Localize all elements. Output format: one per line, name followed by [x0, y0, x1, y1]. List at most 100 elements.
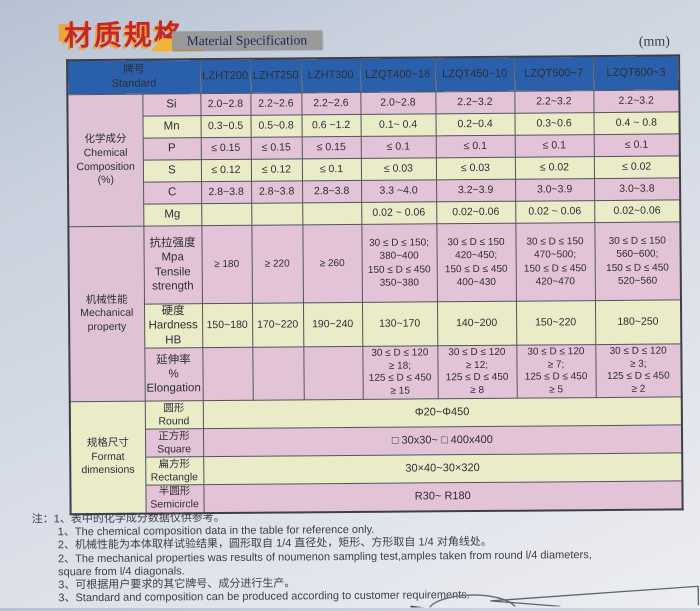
mech-value: 140~200	[436, 301, 517, 346]
chem-value: ≤ 0.02	[593, 155, 681, 179]
grade-header-2: LZHT300	[301, 57, 361, 93]
element-label: Mn	[142, 115, 201, 139]
grade-header-5: LZQT500~7	[514, 56, 594, 92]
chem-value: ≤ 0.15	[200, 137, 251, 160]
chem-value: ≤ 0.1	[301, 158, 362, 181]
format-value: 30×40~30×320	[203, 453, 683, 485]
chem-value: 0.5~0.8	[250, 114, 302, 138]
mech-value: 30 ≤ D ≤ 150 470~500; 150 ≤ D ≤ 450 420~…	[515, 222, 595, 302]
mech-value: 30 ≤ D ≤ 120 ≥ 12; 125 ≤ D ≤ 450 ≥ 8	[437, 345, 517, 399]
chem-value: 3.0~3.8	[594, 177, 681, 201]
mech-value: 30 ≤ D ≤ 150 560~600; 150 ≤ D ≤ 450 520~…	[594, 221, 681, 301]
chem-value: 2.2~3.2	[593, 89, 680, 113]
bottom-cropped-shapes	[410, 585, 700, 608]
element-label: Si	[142, 93, 201, 117]
format-label: 正方形 Square	[144, 428, 204, 458]
material-specification-table: 牌号 Standard LZHT200 LZHT250 LZHT300 LZQT400~1…	[66, 54, 684, 515]
mech-value	[252, 346, 304, 401]
element-label: C	[143, 181, 202, 205]
mech-value: 130~170	[361, 301, 438, 347]
chem-value: ≤ 0.03	[360, 157, 437, 181]
chem-value: 2.8~3.8	[302, 180, 362, 203]
grade-header-0: LZHT200	[200, 58, 251, 94]
mech-label: 抗拉强度 Mpa Tensile strength	[143, 225, 202, 305]
mech-value: 30 ≤ D ≤ 150; 380~400 150 ≤ D ≤ 450 350~…	[361, 223, 437, 303]
mech-value: 30 ≤ D ≤ 150 420~450; 150 ≤ D ≤ 450 400~…	[436, 223, 516, 302]
chem-value: ≤ 0.12	[200, 159, 252, 182]
format-value: Φ20~Φ450	[202, 397, 682, 429]
chem-value: 0.6 ~1.2	[301, 114, 361, 137]
mech-value: 30 ≤ D ≤ 120 ≥ 7; 125 ≤ D ≤ 450 ≥ 5	[516, 344, 596, 399]
mech-value: 150~220	[515, 300, 596, 346]
chem-value: 0.3~0.5	[200, 115, 251, 138]
page-title-en: Material Specification	[171, 30, 322, 51]
mech-value	[303, 346, 363, 400]
format-label: 圆形 Round	[144, 400, 203, 430]
mech-row-tensile-strength: 机械性能 Mechanical property 抗拉强度 Mpa Tensile…	[68, 221, 681, 402]
spec-table-body: 牌号 Standard LZHT200 LZHT250 LZHT300 LZQT400~1…	[67, 55, 683, 514]
format-label: 扁方形 Rectangle	[145, 456, 204, 486]
mech-label: 延伸率 % Elongation	[144, 347, 203, 402]
chem-value	[302, 202, 362, 225]
chem-value: 3.3 ~4.0	[361, 179, 437, 203]
element-label: S	[142, 159, 202, 183]
mech-value: 30 ≤ D ≤ 120 ≥ 3; 125 ≤ D ≤ 450 ≥ 2	[595, 344, 682, 398]
chem-value: ≤ 0.02	[514, 156, 595, 180]
chem-value: ≤ 0.1	[593, 133, 680, 157]
unit-label: (mm)	[638, 34, 671, 50]
mech-category-cell: 机械性能 Mechanical property	[68, 226, 145, 402]
chem-value: ≤ 0.1	[360, 135, 436, 159]
chem-value: ≤ 0.1	[435, 135, 515, 158]
chem-value	[251, 202, 303, 226]
chem-value: 3.0~3.9	[515, 178, 595, 202]
chem-value: 0.1~ 0.4	[360, 113, 436, 137]
grade-header-6: LZQT600~3	[593, 55, 680, 91]
mech-value: 30 ≤ D ≤ 120 ≥ 18; 125 ≤ D ≤ 450 ≥ 15	[362, 345, 438, 400]
chem-value: ≤ 0.15	[250, 136, 302, 160]
mech-value: 180~250	[594, 299, 682, 345]
mech-value: 170~220	[251, 302, 304, 348]
element-label: P	[142, 137, 201, 161]
chem-value: 3.2~3.9	[436, 179, 516, 202]
grade-header-1: LZHT250	[250, 58, 302, 94]
chem-value: ≤ 0.03	[435, 157, 516, 180]
chem-value: 0.02~0.06	[436, 201, 516, 224]
chem-value: 2.2~2.6	[250, 92, 302, 116]
mech-value: 190~240	[302, 302, 363, 347]
chem-value	[201, 203, 252, 226]
grade-header-3: LZQT400~18	[360, 57, 436, 93]
chem-category-cell: 化学成分 Chemical Composition (%)	[67, 94, 144, 227]
chem-value: ≤ 0.15	[301, 136, 361, 159]
chem-value: 2.8~3.8	[201, 181, 252, 204]
element-label: Mg	[143, 203, 202, 227]
mech-row-elongation: 延伸率 % Elongation 30 ≤ D ≤ 120 ≥ 18; 125 ≤…	[69, 344, 682, 402]
chem-value: 0.02~0.06	[594, 199, 681, 223]
mech-value: ≥ 260	[302, 224, 362, 303]
mech-value: ≥ 220	[251, 224, 303, 304]
grade-header-4: LZQT450~10	[435, 56, 515, 92]
chem-value: 2.2~3.2	[514, 90, 594, 114]
mech-value: 150~180	[201, 303, 253, 348]
chem-value: 0.02 ~ 0.06	[515, 200, 595, 224]
format-label: 半圆形 Semicircle	[145, 484, 204, 514]
chem-value: 2.8~3.8	[251, 180, 303, 204]
standard-header-cell: 牌号 Standard	[67, 59, 201, 95]
mech-label: 硬度 Hardness HB	[143, 303, 203, 349]
chem-value: ≤ 0.12	[250, 158, 303, 182]
mech-value: ≥ 180	[201, 225, 252, 304]
table-header-row: 牌号 Standard LZHT200 LZHT250 LZHT300 LZQT400~1…	[67, 55, 680, 95]
chem-value: 2.0~2.8	[200, 93, 251, 116]
chem-value: 2.2~2.6	[301, 92, 361, 115]
chem-value: 2.2~3.2	[435, 91, 515, 114]
chem-value: 0.4 ~ 0.8	[593, 111, 680, 135]
chem-value: ≤ 0.1	[514, 134, 594, 158]
chem-value: 0.3~0.6	[514, 112, 594, 136]
format-category-cell: 规格尺寸 Format dimensions	[69, 401, 146, 514]
format-value: □ 30x30~ □ 400x400	[202, 425, 683, 457]
chem-value: 0.2~0.4	[435, 113, 515, 136]
mech-row-hardness: 硬度 Hardness HB 150~180 170~220 190~240 130~1…	[69, 299, 682, 349]
chem-value: 0.02 ~ 0.06	[361, 201, 437, 225]
chem-value: 2.0~2.8	[360, 91, 436, 115]
mech-value	[202, 347, 253, 401]
